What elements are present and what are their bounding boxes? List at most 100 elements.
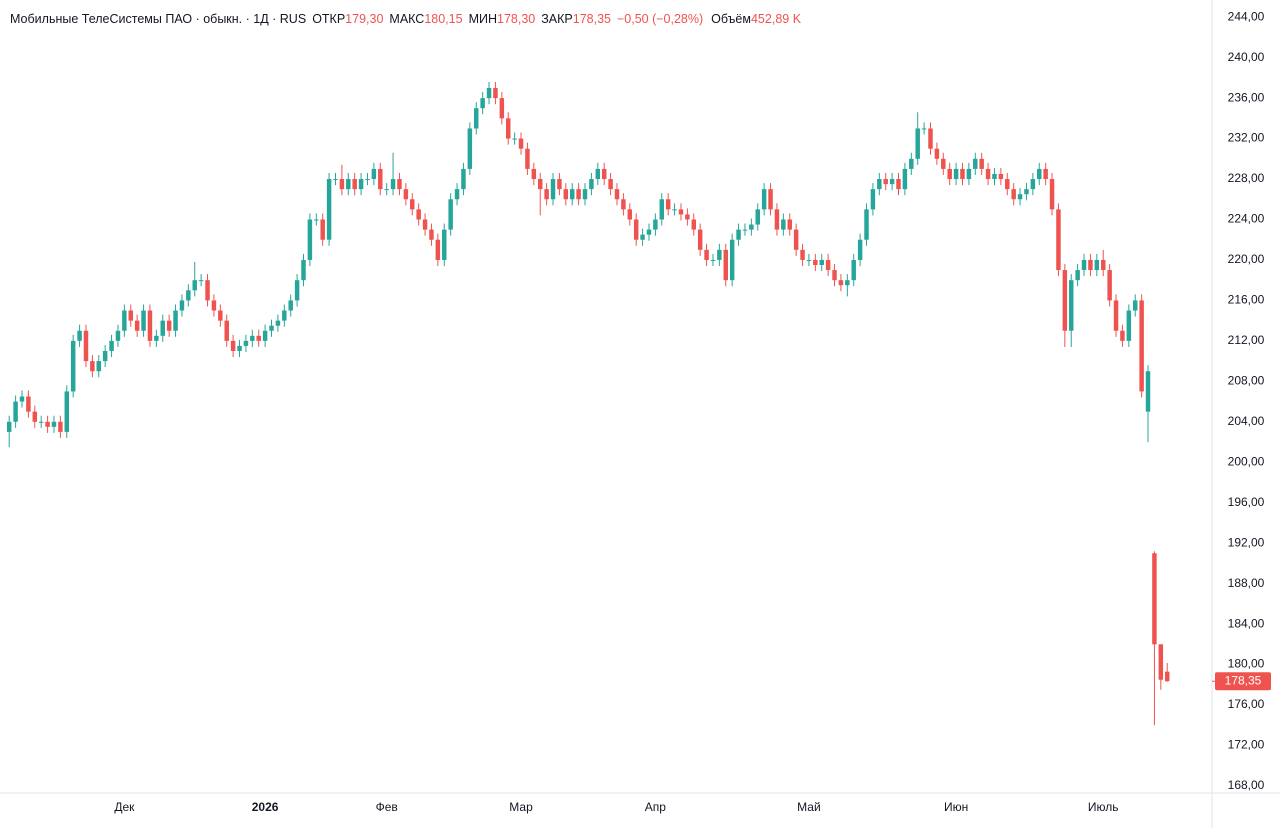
y-tick-label: 204,00 [1228, 414, 1265, 428]
candle-body [173, 310, 178, 331]
y-tick-label: 200,00 [1228, 454, 1265, 468]
candle-body [269, 325, 274, 331]
y-tick-label: 172,00 [1228, 738, 1265, 752]
candle-body [768, 189, 773, 210]
candle-body [134, 320, 140, 331]
candle-body [358, 179, 364, 190]
candle-body [838, 280, 844, 286]
candle-body [563, 189, 569, 200]
candle-body [365, 179, 370, 181]
candle-body [787, 219, 792, 230]
candle-body [550, 179, 556, 200]
y-tick-label: 180,00 [1228, 657, 1265, 671]
candle-body [761, 189, 767, 210]
x-tick-label: Июль [1088, 800, 1119, 814]
low-label: МИН [469, 12, 497, 26]
candle-body [186, 290, 191, 301]
candle-body [442, 229, 447, 260]
candle-body [1107, 270, 1112, 301]
change-value: −0,50 (−0,28%) [617, 12, 703, 26]
candle-body [1030, 179, 1036, 190]
last-price-label: 178,35 [1225, 673, 1262, 687]
candle-body [13, 401, 18, 422]
candle-body [813, 259, 818, 266]
candle-body [832, 270, 837, 281]
candle-body [205, 280, 210, 301]
candle-body [653, 219, 658, 230]
candle-body [1011, 189, 1016, 200]
candle-body [416, 209, 421, 220]
candle-body [525, 148, 530, 169]
candle-body [198, 280, 204, 282]
candle-body [1017, 194, 1023, 200]
candle-body [1113, 300, 1119, 331]
candle-body [576, 189, 581, 200]
y-tick-label: 212,00 [1228, 333, 1265, 347]
candle-body [557, 179, 562, 190]
candle-body [985, 168, 991, 180]
candle-body [742, 229, 748, 231]
candle-body [141, 310, 146, 331]
candle-body [793, 229, 799, 250]
y-tick-label: 216,00 [1228, 293, 1265, 307]
symbol: Мобильные ТелеСистемы ПАО · обыкн. · 1Д … [10, 12, 306, 26]
close-label: ЗАКР [541, 12, 573, 26]
y-tick-label: 176,00 [1228, 697, 1265, 711]
candle-body [480, 98, 485, 109]
candle-body [960, 168, 965, 180]
candle-body [160, 320, 165, 336]
candle-body [390, 179, 396, 190]
x-tick-label: Мар [509, 800, 533, 814]
candle-body [870, 189, 876, 210]
candle-body [19, 396, 25, 402]
candle-body [966, 168, 972, 180]
y-tick-label: 184,00 [1228, 616, 1265, 630]
candle-body [422, 219, 428, 230]
candle-body [224, 320, 229, 341]
candle-body [915, 128, 920, 159]
candle-body [384, 189, 389, 191]
candle-body [218, 310, 223, 321]
candle-body [32, 411, 38, 422]
candle-body [569, 189, 575, 200]
candle-body [70, 340, 76, 392]
candle-body [467, 128, 473, 169]
candle-body [781, 219, 786, 230]
candle-body [51, 421, 57, 427]
candle-body [454, 189, 460, 200]
candle-body [537, 179, 543, 190]
y-tick-label: 196,00 [1228, 495, 1265, 509]
candle-body [288, 300, 293, 311]
candle-body [1069, 280, 1074, 331]
candle-body [505, 118, 511, 139]
y-tick-label: 220,00 [1228, 252, 1265, 266]
candle-body [147, 310, 153, 341]
candle-body [646, 229, 652, 235]
candle-body [256, 335, 261, 341]
candle-body [102, 350, 108, 362]
candle-body [857, 239, 863, 260]
candle-body [672, 209, 677, 211]
candle-body [109, 340, 114, 351]
candle-body [192, 280, 197, 291]
candle-body [659, 199, 665, 220]
candle-body [1126, 310, 1132, 341]
candle-body [1049, 179, 1055, 210]
candle-body [1043, 168, 1048, 180]
x-tick-label: Июн [944, 800, 968, 814]
candle-body [346, 179, 351, 190]
candle-body [1024, 189, 1029, 195]
candle-body [294, 280, 300, 301]
candle-body [710, 259, 716, 261]
last-price-tag [1215, 672, 1271, 691]
candle-body [1037, 168, 1042, 180]
candle-body [819, 259, 824, 266]
high-label: МАКС [389, 12, 424, 26]
candle-body [640, 234, 645, 240]
x-tick-label: Май [797, 800, 821, 814]
legend-header: Мобильные ТелеСистемы ПАО · обыкн. · 1Д … [10, 12, 802, 26]
candle-body [1100, 259, 1106, 271]
candle-body [685, 214, 690, 220]
candle-body [326, 179, 332, 240]
